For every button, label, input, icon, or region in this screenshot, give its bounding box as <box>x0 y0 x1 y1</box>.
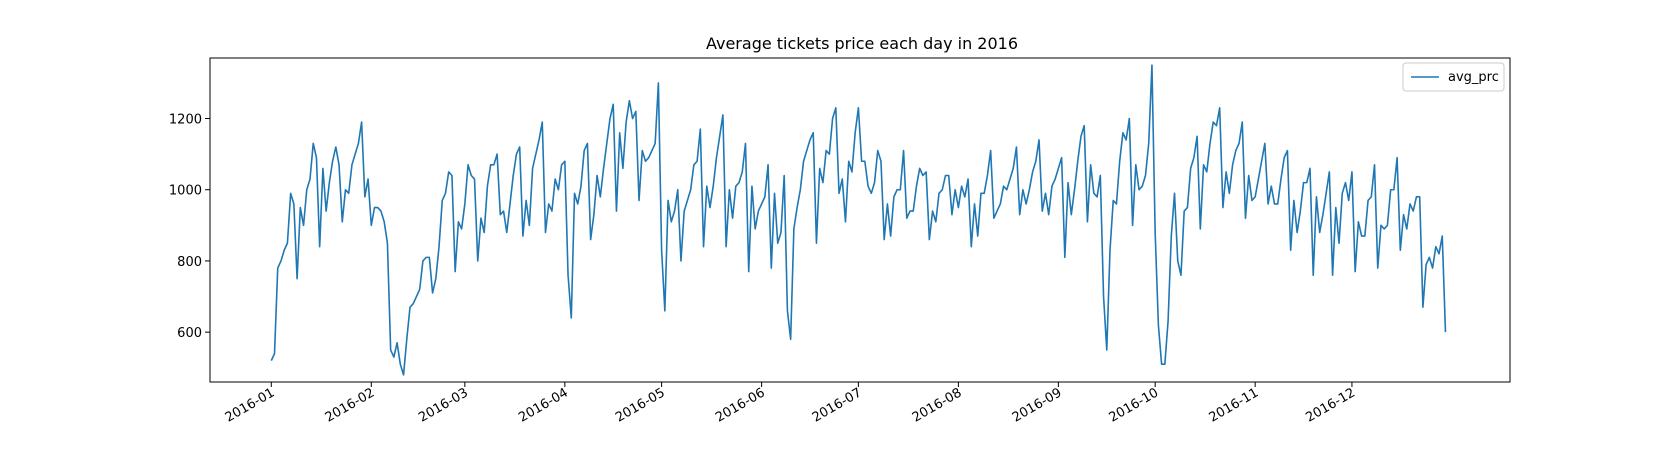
x-tick-label: 2016-11 <box>1207 385 1262 425</box>
y-tick-label: 1000 <box>169 184 202 199</box>
x-tick-label: 2016-08 <box>910 385 965 425</box>
x-axis: 2016-01 2016-02 2016-03 2016-04 2016-05 2016-… <box>223 382 1358 426</box>
x-tick-label: 2016-09 <box>1010 385 1065 425</box>
x-tick-label: 2016-12 <box>1303 385 1358 425</box>
chart-title: Average tickets price each day in 2016 <box>706 34 1018 53</box>
x-tick-label: 2016-05 <box>613 385 668 425</box>
legend-box <box>1402 62 1505 92</box>
plot-area: 2016-01 2016-02 2016-03 2016-04 2016-05 2016-… <box>169 57 1511 426</box>
axes-frame <box>209 57 1511 383</box>
legend-label-avg-prc: avg_prc <box>1448 70 1499 85</box>
x-tick-label: 2016-01 <box>223 385 278 425</box>
x-tick-label: 2016-10 <box>1107 385 1162 425</box>
y-tick-label: 1200 <box>169 113 202 128</box>
x-tick-label: 2016-03 <box>416 385 471 425</box>
y-tick-label: 800 <box>177 255 202 270</box>
x-tick-label: 2016-04 <box>516 385 571 425</box>
x-tick-label: 2016-06 <box>713 385 768 425</box>
legend: avg_prc <box>1402 62 1505 92</box>
y-tick-label: 600 <box>177 326 202 341</box>
y-axis: 600 800 1000 1200 <box>169 113 210 341</box>
x-tick-label: 2016-02 <box>323 385 378 425</box>
x-tick-label: 2016-07 <box>810 385 865 425</box>
series-line-avg-prc <box>270 64 1447 376</box>
